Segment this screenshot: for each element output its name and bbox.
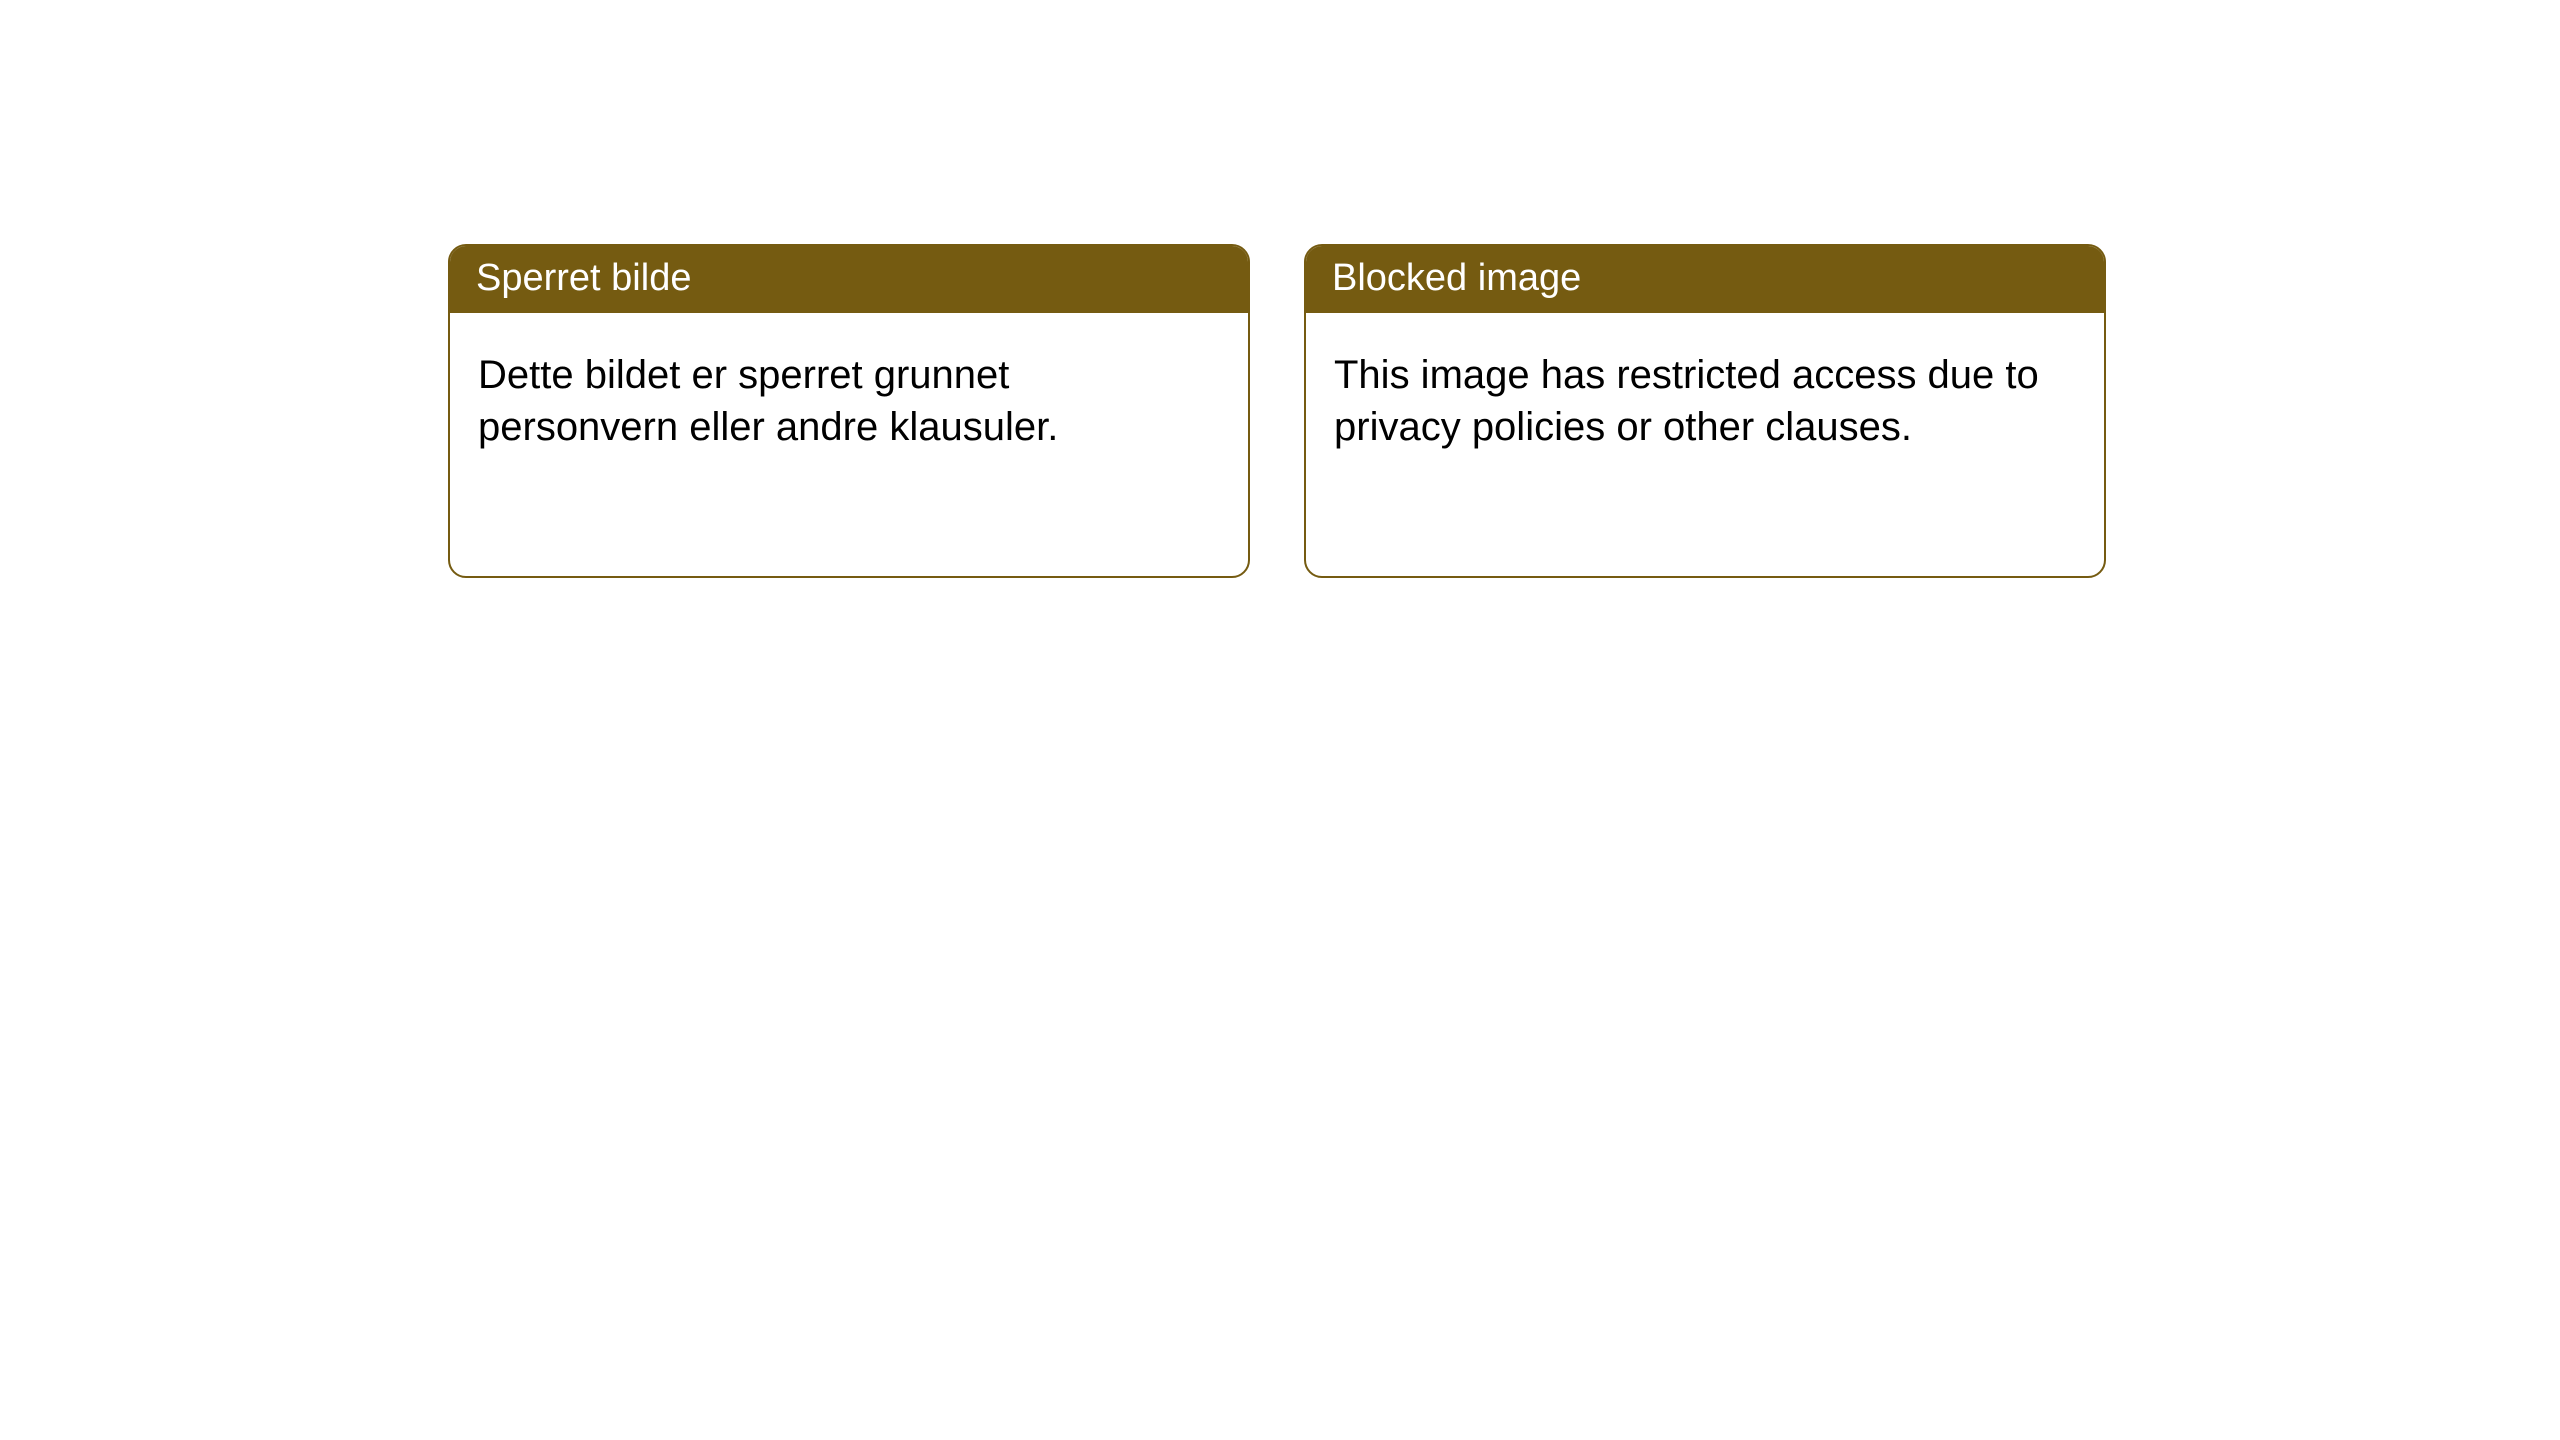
notice-card-english: Blocked image This image has restricted …: [1304, 244, 2106, 578]
notice-cards-container: Sperret bilde Dette bildet er sperret gr…: [0, 0, 2560, 578]
card-body: This image has restricted access due to …: [1306, 313, 2104, 489]
card-header: Blocked image: [1306, 246, 2104, 313]
notice-card-norwegian: Sperret bilde Dette bildet er sperret gr…: [448, 244, 1250, 578]
card-header: Sperret bilde: [450, 246, 1248, 313]
card-body: Dette bildet er sperret grunnet personve…: [450, 313, 1248, 489]
